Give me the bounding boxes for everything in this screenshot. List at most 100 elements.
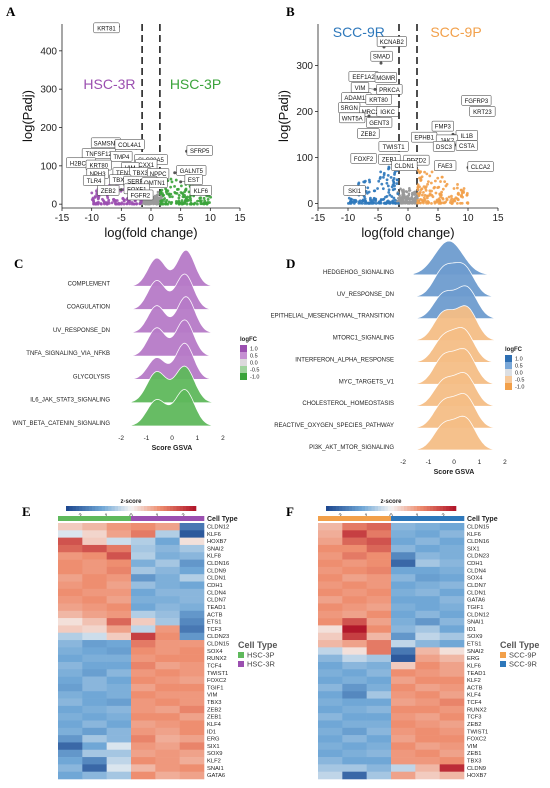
colorbar-segment [420,506,424,511]
heatmap-cell [342,698,367,707]
row-label: CLDN1 [207,576,226,582]
callout-box [110,151,133,162]
heatmap-cell [155,581,180,590]
colorbar-segment [365,506,369,511]
heatmap-cell [366,749,392,758]
heatmap-cell [106,691,132,699]
data-point [423,170,426,174]
legend-swatch [505,376,512,383]
heatmap-cell [342,661,367,670]
heatmap-cell [82,742,107,751]
data-point [450,194,453,198]
colorbar-segment [170,506,174,511]
x-tick-label: 0 [405,213,411,224]
heatmap-cell [82,618,107,626]
data-point [209,195,213,199]
callout-box [469,106,496,117]
heatmap-cell [318,632,343,641]
heatmap-cell [318,618,343,626]
x-tick-label: 2 [221,435,225,442]
colorbar-segment [446,506,450,511]
data-point [99,202,103,206]
row-label: CLDN23 [207,634,229,640]
heatmap-cell [82,654,107,663]
ridge-density [412,285,496,320]
heatmap-cell [106,596,132,604]
data-point [392,181,396,185]
heatmap-cell [415,713,440,721]
colorbar-segment [105,506,109,511]
callout-label: KRT23 [473,110,492,116]
heatmap-cell [318,588,343,597]
data-point [366,186,370,190]
heatmap-cell [439,771,465,780]
row-label: FOXC2 [467,737,486,743]
annotation-cell [179,516,205,521]
data-point [367,190,371,194]
heatmap-cell [58,588,83,597]
row-label: ETS1 [207,620,222,626]
colorbar-segment [433,506,437,511]
data-point [174,202,178,205]
heatmap-cell [82,610,107,619]
heatmap-cell [391,691,416,699]
x-tick-label: 10 [462,213,474,224]
row-label: SIX1 [207,744,220,750]
heatmap-cell [415,661,440,670]
data-point [387,191,391,194]
heatmap-cell [131,559,156,568]
data-point [459,201,462,205]
row-label: ZEB2 [207,707,222,713]
row-label: KLF4 [207,722,222,728]
heatmap-cell [58,574,83,582]
heatmap-cell [318,523,343,531]
data-point [466,201,470,205]
callout-label: VIM [355,86,366,92]
ridge-density [412,327,496,363]
x-tick-label: -10 [84,213,99,224]
heatmap-cell [155,727,180,736]
data-point [102,200,106,203]
callout-box [343,185,366,196]
colorbar-segment [378,506,382,511]
heatmap-cell [155,676,180,685]
callout-label: EST [188,178,200,184]
heatmap-cell [439,530,465,538]
heatmap-cell [106,661,132,670]
heatmap-cell [155,537,180,546]
colorbar-segment [173,506,177,511]
callout-box [366,117,393,128]
heatmap-cell [131,640,156,648]
row-label: ID1 [467,627,476,633]
colorbar-segment [355,506,359,511]
heatmap-cell [366,735,392,743]
data-point [177,199,181,203]
row-label: ERG [207,737,220,743]
heatmap-cell [155,749,180,758]
heatmap-cell [342,537,367,546]
data-point [395,182,399,185]
colorbar-segment [404,506,408,511]
data-point [393,171,397,175]
colorbar-segment [348,506,353,511]
row-label: SOX4 [207,649,223,655]
heatmap-cell [155,735,180,743]
heatmap-cell [342,574,367,582]
heatmap-cell [391,618,416,626]
colorbar-segment [426,506,431,511]
data-point [400,196,403,200]
row-label: RUNX2 [467,707,487,713]
data-point [419,176,423,180]
heatmap-cell [439,640,465,648]
data-point [155,197,159,201]
y-tick-label: 100 [296,153,313,164]
heatmap-cell [106,566,132,575]
group-label: SCC-9R [333,24,385,40]
heatmap-cell [318,596,343,604]
heatmap-cell [318,559,343,568]
data-point [189,197,192,201]
heatmap-cell [106,742,132,751]
heatmap-cell [318,610,343,619]
annotation-label: Cell Type [207,516,238,523]
data-point [125,202,129,206]
